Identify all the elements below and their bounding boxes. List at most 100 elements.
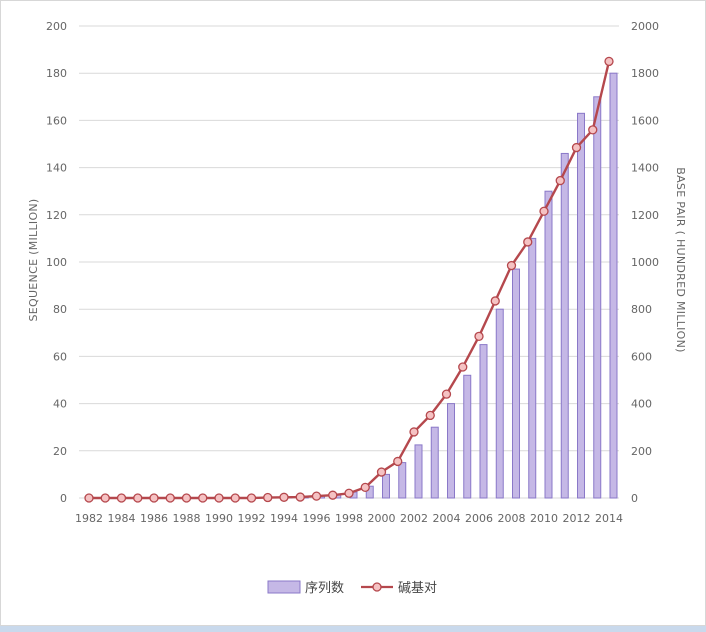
line-marker: [149, 493, 159, 503]
x-tick-label: 2010: [530, 512, 558, 525]
x-tick-label: 2012: [563, 512, 591, 525]
x-tick-label: 2004: [433, 512, 461, 525]
line-marker: [165, 493, 175, 503]
left-tick-label: 120: [46, 209, 67, 222]
line-marker: [360, 482, 370, 493]
x-tick-label: 1994: [270, 512, 298, 525]
line-marker: [246, 493, 257, 503]
right-tick-label: 0: [631, 492, 638, 505]
x-tick-label: 2014: [595, 512, 623, 525]
bar: [365, 485, 374, 499]
gridlines: [79, 25, 619, 499]
line-marker: [133, 493, 143, 503]
left-tick-label: 180: [46, 67, 67, 80]
left-axis-title: SEQUENCE (MILLION): [27, 198, 40, 321]
left-axis-ticks: 0 20 40 60 80 100 120 140 160 180 200: [46, 20, 67, 505]
line-marker: [311, 491, 322, 501]
x-tick-label: 1996: [303, 512, 331, 525]
left-tick-label: 100: [46, 256, 67, 269]
line-marker: [100, 493, 110, 503]
x-tick-label: 1988: [173, 512, 201, 525]
bar: [528, 237, 537, 499]
legend-label-bar: 序列数: [305, 581, 344, 596]
x-tick-label: 2008: [498, 512, 526, 525]
line-marker: [458, 362, 468, 372]
line-marker: [571, 142, 582, 153]
line-marker: [214, 493, 224, 503]
x-tick-label: 1986: [140, 512, 168, 525]
line-marker: [490, 296, 500, 306]
left-tick-label: 40: [53, 398, 67, 411]
legend-label-line: 碱基对: [398, 581, 437, 596]
left-tick-label: 80: [53, 303, 67, 316]
line-marker: [604, 56, 614, 67]
x-tick-label: 1990: [205, 512, 233, 525]
x-tick-label: 1992: [238, 512, 266, 525]
x-tick-label: 2000: [368, 512, 396, 525]
right-tick-label: 2000: [631, 20, 659, 33]
line-marker: [588, 125, 598, 135]
line-marker: [441, 389, 452, 399]
bar: [430, 426, 439, 499]
left-tick-label: 200: [46, 20, 67, 33]
x-tick-label: 2002: [400, 512, 428, 525]
right-tick-label: 200: [631, 445, 652, 458]
x-axis-ticks: 1982 1984 1986 1988 1990 1992 1994 1996 1998 2000…: [75, 512, 623, 525]
left-tick-label: 20: [53, 445, 67, 458]
line-marker: [425, 410, 435, 421]
legend: 序列数 碱基对: [267, 580, 437, 596]
bar: [609, 72, 618, 499]
left-tick-label: 160: [46, 114, 67, 127]
right-tick-label: 600: [631, 350, 652, 363]
bar: [463, 374, 472, 499]
line-marker: [393, 456, 403, 467]
legend-swatch-marker: [372, 582, 382, 592]
line-series: [84, 56, 614, 503]
left-tick-label: 140: [46, 162, 67, 175]
line-marker: [409, 427, 419, 437]
line-marker: [539, 206, 549, 216]
line-marker: [230, 493, 240, 503]
bar: [382, 473, 390, 499]
right-tick-label: 1400: [631, 162, 659, 175]
line-marker: [344, 488, 354, 498]
line-marker: [506, 260, 517, 271]
x-tick-label: 1998: [335, 512, 363, 525]
bar: [544, 190, 553, 499]
line-marker: [279, 492, 289, 502]
bar: [447, 403, 455, 499]
right-axis-title: BASE PAIR ( HUNDRED MILLION): [674, 167, 687, 353]
line-marker: [116, 493, 127, 503]
line-marker: [198, 493, 208, 503]
x-tick-label: 1984: [108, 512, 136, 525]
line-marker: [328, 490, 338, 500]
bar: [479, 344, 488, 499]
legend-swatch-bar: [267, 580, 301, 594]
line-marker: [555, 175, 565, 186]
right-tick-label: 400: [631, 398, 652, 411]
right-tick-label: 1000: [631, 256, 659, 269]
left-tick-label: 0: [60, 492, 67, 505]
left-tick-label: 60: [53, 350, 67, 363]
line-marker: [474, 331, 484, 341]
line-marker: [523, 237, 533, 247]
right-tick-label: 800: [631, 303, 652, 316]
line-marker: [295, 492, 305, 502]
line-marker: [84, 493, 94, 503]
right-tick-label: 1800: [631, 67, 659, 80]
right-axis-ticks: 0 200 400 600 800 1000 1200 1400 1600 1800 2000: [631, 20, 659, 505]
bar: [398, 462, 407, 499]
bar: [577, 112, 585, 499]
bar: [414, 444, 423, 499]
x-tick-label: 1982: [75, 512, 103, 525]
bar: [560, 152, 569, 499]
bottom-strip: [0, 626, 706, 632]
x-tick-label: 2006: [465, 512, 493, 525]
bar: [512, 268, 520, 499]
bar: [495, 308, 504, 499]
line-marker: [376, 467, 387, 477]
line-marker: [263, 492, 273, 503]
right-tick-label: 1200: [631, 209, 659, 222]
